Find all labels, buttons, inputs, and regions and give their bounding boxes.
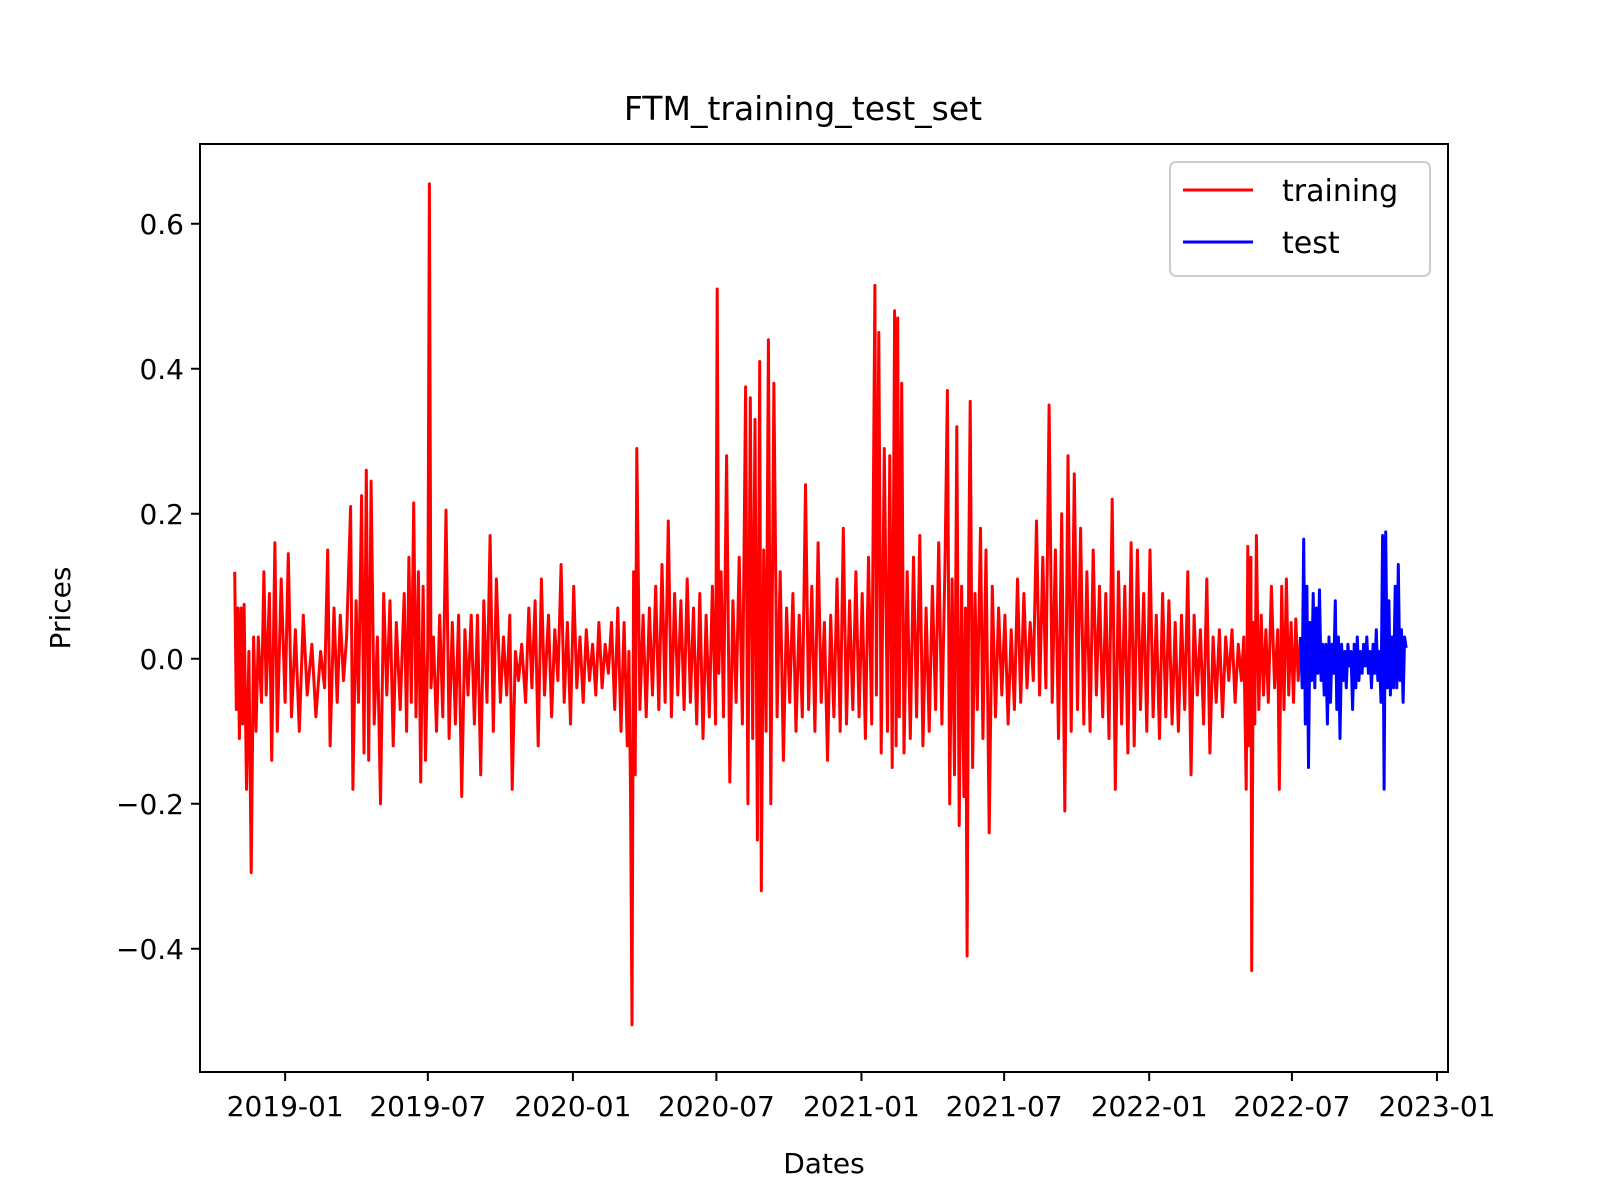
x-tick-label: 2023-01 — [1378, 1090, 1495, 1123]
y-tick-label: 0.6 — [139, 208, 184, 241]
y-tick-label: 0.2 — [139, 498, 184, 531]
x-tick-label: 2020-01 — [514, 1090, 631, 1123]
y-tick-label: 0.4 — [139, 353, 184, 386]
series-layer — [233, 182, 1408, 1027]
x-tick-label: 2022-01 — [1091, 1090, 1208, 1123]
x-axis: 2019-01 2019-07 2020-01 2020-07 2021-01 2021-… — [227, 1072, 1495, 1123]
x-tick-label: 2019-01 — [227, 1090, 344, 1123]
legend-label-test: test — [1282, 226, 1340, 261]
y-tick-label: −0.2 — [116, 788, 184, 821]
x-tick-label: 2019-07 — [369, 1090, 486, 1123]
x-axis-label: Dates — [783, 1147, 865, 1180]
series-line-training — [233, 182, 1303, 1027]
y-axis: −0.4 −0.2 0.0 0.2 0.4 0.6 — [116, 208, 200, 966]
legend-label-training: training — [1282, 174, 1398, 209]
chart-title: FTM_training_test_set — [624, 89, 982, 128]
y-axis-label: Prices — [44, 567, 77, 650]
x-tick-label: 2021-07 — [946, 1090, 1063, 1123]
x-tick-label: 2021-01 — [803, 1090, 920, 1123]
legend: training test — [1169, 161, 1431, 277]
x-tick-label: 2020-07 — [658, 1090, 775, 1123]
y-tick-label: −0.4 — [116, 933, 184, 966]
x-tick-label: 2022-07 — [1233, 1090, 1350, 1123]
plot-area-frame — [199, 143, 1449, 1073]
series-line-test — [1299, 530, 1408, 791]
y-tick-label: 0.0 — [139, 643, 184, 676]
